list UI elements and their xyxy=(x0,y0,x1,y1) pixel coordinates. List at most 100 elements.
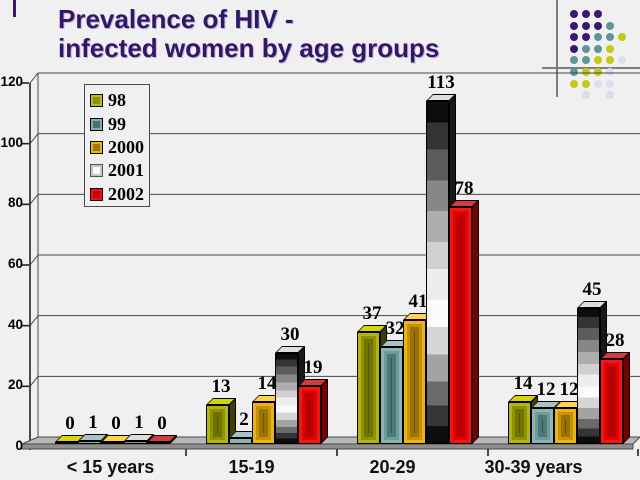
decoration-dot xyxy=(582,91,590,100)
decoration-dot xyxy=(618,56,626,65)
decoration-dot xyxy=(570,33,578,42)
decoration-dot xyxy=(570,68,578,76)
decoration-dot xyxy=(570,79,578,88)
decoration-dot xyxy=(606,21,614,30)
bar-2001 xyxy=(275,346,305,444)
bar-face xyxy=(252,401,275,444)
y-axis-tick-label: 40 xyxy=(7,316,23,332)
bar-value-label: 2 xyxy=(239,408,249,430)
decoration-dot xyxy=(594,33,602,42)
legend-swatch-99 xyxy=(90,117,103,131)
bar-value-label: 13 xyxy=(211,375,231,397)
bar-value-label: 1 xyxy=(88,411,98,433)
decoration-dot xyxy=(582,44,590,53)
legend-item-2000: 2000 xyxy=(90,136,149,159)
legend-swatch-98 xyxy=(90,94,103,108)
category-label: 30-39 years xyxy=(484,457,583,477)
bar-value-label: 12 xyxy=(559,378,579,400)
category-label: 15-19 xyxy=(228,457,275,477)
bar-value-label: 113 xyxy=(427,72,455,94)
decoration-dot xyxy=(582,10,590,18)
bar-face xyxy=(101,442,124,444)
y-axis-tick-label: 20 xyxy=(7,377,23,393)
bar-side xyxy=(623,352,630,444)
bar-value-label: 0 xyxy=(157,413,167,434)
bar-2001 xyxy=(426,94,456,444)
decoration-dot xyxy=(582,33,590,42)
bar-face xyxy=(357,331,380,444)
decoration-dot xyxy=(570,56,578,65)
bar-face xyxy=(275,353,298,444)
decoration-dot xyxy=(606,79,614,88)
decoration-dot xyxy=(570,44,578,53)
y-axis-tick-label: 120 xyxy=(0,74,23,89)
decoration-horizontal-line xyxy=(542,67,640,69)
decoration-dot xyxy=(618,33,626,42)
bar-value-label: 1 xyxy=(134,411,144,433)
y-axis-tick-label: 60 xyxy=(7,256,23,271)
bar-98 xyxy=(508,394,538,444)
chart-legend: 98 99 2000 2001 2002 xyxy=(84,84,150,207)
bar-face xyxy=(124,440,147,444)
legend-swatch-2000 xyxy=(90,140,103,154)
bar-98 xyxy=(55,435,85,444)
bar-value-label: 19 xyxy=(303,357,323,379)
decoration-dot xyxy=(606,68,614,76)
bar-value-label: 0 xyxy=(65,413,75,434)
bar-99 xyxy=(531,400,561,444)
y-axis-tick-label: 100 xyxy=(0,134,23,150)
bar-face xyxy=(147,442,170,444)
bar-98 xyxy=(206,397,236,444)
bar-value-label: 0 xyxy=(111,413,121,434)
corner-accent-line xyxy=(13,0,16,17)
legend-item-99: 99 xyxy=(90,112,149,135)
bar-99 xyxy=(229,430,259,444)
decoration-dot xyxy=(582,56,590,65)
decoration-dot xyxy=(606,44,614,53)
decoration-dot xyxy=(582,79,590,88)
bar-face xyxy=(403,319,426,444)
decoration-dot xyxy=(594,56,602,65)
bar-98 xyxy=(357,324,387,444)
y-axis-tick-label: 0 xyxy=(15,438,23,453)
decoration-dot xyxy=(594,21,602,30)
page-title-line1: Prevalence of HIV - xyxy=(58,4,294,34)
page-title-line2: infected women by age groups xyxy=(58,33,440,63)
bar-side xyxy=(472,200,479,444)
legend-item-2001: 2001 xyxy=(90,159,149,182)
decoration-dot xyxy=(606,33,614,42)
bar-face xyxy=(298,386,321,444)
decoration-dot xyxy=(582,68,590,76)
legend-label: 98 xyxy=(108,90,126,111)
bar-value-label: 12 xyxy=(536,378,556,400)
bar-face xyxy=(554,407,577,444)
bar-2000 xyxy=(252,394,282,444)
bar-2002 xyxy=(298,379,328,444)
bar-face xyxy=(55,442,78,444)
bar-2002 xyxy=(147,435,177,444)
bar-value-label: 32 xyxy=(385,317,405,339)
decoration-vertical-line xyxy=(556,0,558,97)
bar-2001 xyxy=(577,300,607,444)
decoration-dot xyxy=(594,68,602,76)
decoration-dot xyxy=(594,44,602,53)
bar-value-label: 45 xyxy=(582,278,602,300)
bar-side xyxy=(321,379,328,444)
bar-face xyxy=(508,401,531,444)
bar-99 xyxy=(380,339,410,444)
decoration-dot xyxy=(570,21,578,30)
bar-face xyxy=(206,404,229,444)
bar-2002 xyxy=(449,200,479,444)
bar-value-label: 14 xyxy=(513,372,533,394)
y-axis-tick-label: 80 xyxy=(7,195,23,211)
bar-value-label: 41 xyxy=(408,290,428,312)
legend-item-2002: 2002 xyxy=(90,183,149,206)
bar-face xyxy=(600,359,623,444)
legend-label: 99 xyxy=(108,113,126,134)
bar-2001 xyxy=(124,433,154,444)
bar-2000 xyxy=(101,435,131,444)
bar-face xyxy=(449,207,472,444)
bar-value-label: 28 xyxy=(605,330,625,352)
decoration-dot xyxy=(570,10,578,18)
